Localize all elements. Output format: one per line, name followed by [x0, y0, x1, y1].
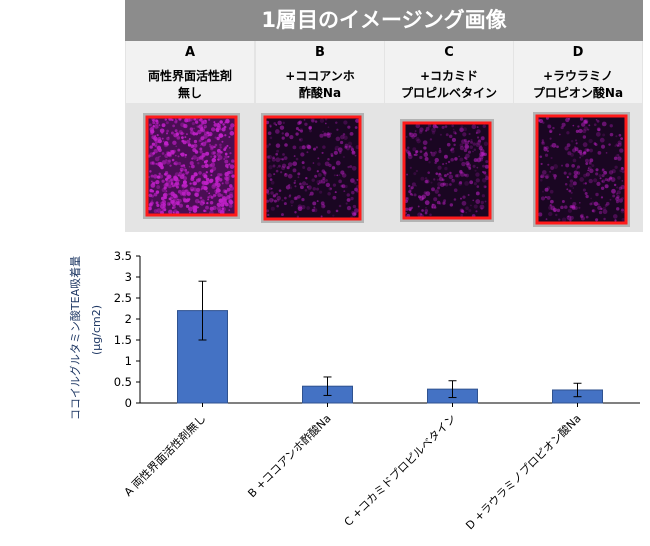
column-letter: B: [256, 41, 384, 65]
x-tick-label: B +ココアンホ酢酸Na: [245, 411, 334, 500]
imaging-background: [265, 117, 360, 219]
imaging-frame: [145, 115, 238, 217]
y-axis-title-line2: (μg/cm2): [90, 305, 103, 355]
error-bar: [573, 382, 582, 398]
imaging-square: [535, 114, 628, 225]
y-tick-label: 2: [125, 312, 132, 326]
column-label: +ラウラミノ プロピオン酸Na: [514, 65, 642, 103]
y-tick-label: 2.5: [114, 291, 132, 305]
column-label-line2: プロピルベタイン: [400, 86, 497, 100]
column-letter: C: [385, 41, 513, 65]
y-tick-label: 3: [125, 270, 132, 284]
column-a: A 両性界面活性剤 無し: [126, 41, 254, 232]
column-label-line2: 無し: [177, 86, 202, 100]
column-label: 両性界面活性剤 無し: [126, 65, 254, 103]
y-tick-label: 1.5: [114, 333, 132, 347]
imaging-square: [145, 115, 238, 217]
imaging-tile-c: [400, 119, 494, 222]
imaging-background: [404, 123, 490, 218]
y-axis-title-line1: ココイルグルタミン酸TEA吸着量: [68, 256, 82, 420]
column-letter: A: [126, 41, 254, 65]
imaging-frame: [535, 114, 628, 225]
bar-chart: ココイルグルタミン酸TEA吸着量 (μg/cm2) 0 0.5 1 1.5 2 2.5 3 3…: [68, 249, 640, 532]
imaging-square: [263, 115, 362, 221]
y-tick-label: 1: [125, 354, 132, 368]
x-tick-label: A 両性界面活性剤無し: [121, 411, 209, 499]
x-tick-label: C +コカミドプロピルベタイン: [342, 412, 459, 529]
column-label: +ココアンホ 酢酸Na: [256, 65, 384, 103]
error-bar: [198, 280, 207, 341]
bar: [177, 310, 228, 404]
imaging-panel: 1層目のイメージング画像 A 両性界面活性剤 無し B +ココアンホ 酢酸Na …: [125, 0, 643, 232]
error-bar: [448, 380, 457, 399]
column-letter: D: [514, 41, 642, 65]
column-label-line2: プロピオン酸Na: [532, 86, 624, 100]
error-bar: [323, 376, 332, 396]
column-c: C +コカミド プロピルベタイン: [385, 41, 513, 232]
column-label: +コカミド プロピルベタイン: [385, 65, 513, 103]
imaging-square: [402, 121, 492, 220]
imaging-title: 1層目のイメージング画像: [125, 0, 643, 41]
column-label-line2: 酢酸Na: [298, 86, 342, 100]
imaging-tile-d: [533, 112, 630, 227]
imaging-frame: [402, 121, 492, 220]
imaging-tile-b: [261, 113, 364, 223]
y-axis-title: ココイルグルタミン酸TEA吸着量 (μg/cm2): [68, 256, 103, 420]
fluorescence-signal: [147, 117, 235, 216]
column-label-line1: +ラウラミノ: [542, 69, 614, 83]
x-tick-label: D +ラウラミノプロピオン酸Na: [463, 411, 584, 532]
y-tick-label: 0.5: [114, 375, 132, 389]
y-tick-label: 0: [125, 396, 132, 410]
imaging-tile-a: [143, 113, 240, 219]
fluorescence-signal: [404, 123, 489, 218]
imaging-frame: [263, 115, 362, 221]
column-label-line1: +ココアンホ: [285, 69, 355, 83]
column-label-line1: +コカミド: [419, 69, 479, 83]
y-tick-label: 3.5: [114, 249, 132, 263]
fluorescence-signal: [537, 116, 626, 222]
column-label-line1: 両性界面活性剤: [147, 69, 232, 83]
column-d: D +ラウラミノ プロピオン酸Na: [514, 41, 642, 232]
column-b: B +ココアンホ 酢酸Na: [256, 41, 384, 232]
